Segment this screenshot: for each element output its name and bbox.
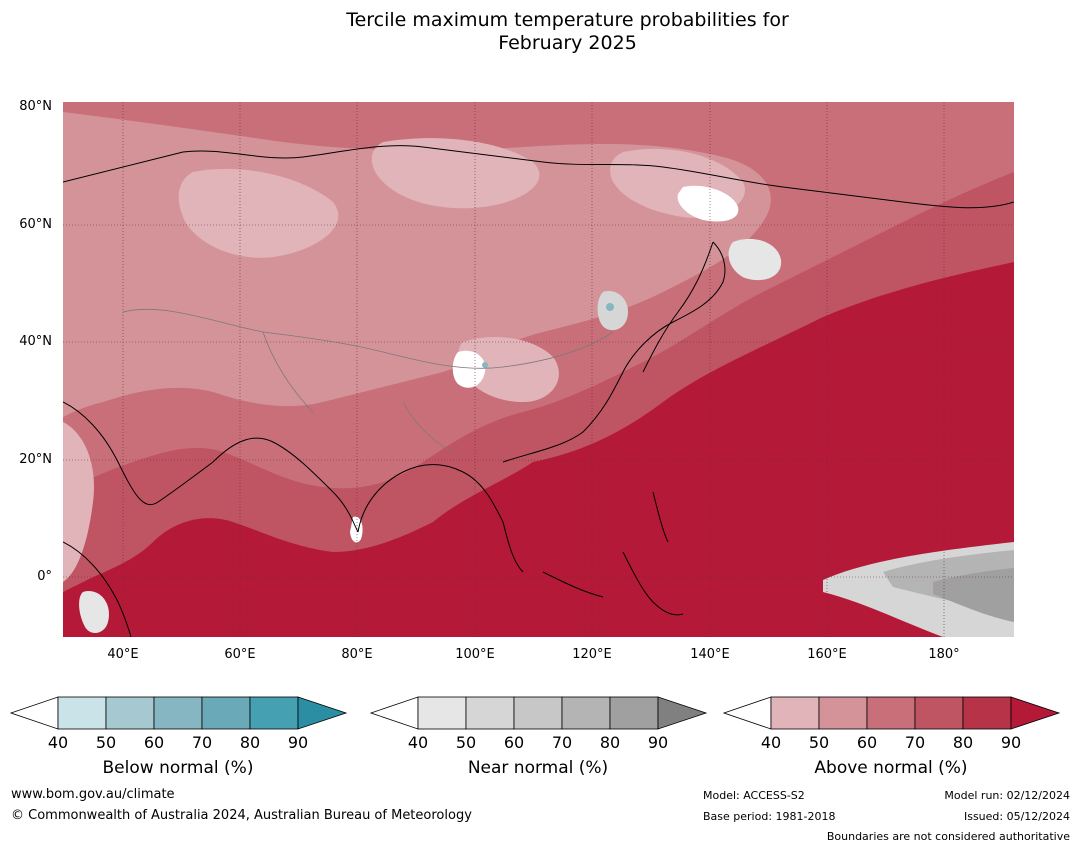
tick-near-70: 70: [551, 733, 573, 752]
lat-label-40n: 40°N: [19, 334, 52, 349]
map-canvas: [63, 102, 1014, 637]
tick-near-60: 60: [503, 733, 525, 752]
colorbar-high-extend-arrow: [657, 696, 708, 730]
lon-label-60e: 60°E: [224, 647, 256, 662]
footer-model-run: Model run: 02/12/2024: [944, 789, 1070, 802]
colorbar-title-above: Above normal (%): [814, 758, 968, 778]
tick-near-40: 40: [407, 733, 429, 752]
colorbar-swatch: [770, 696, 820, 730]
lat-label-60n: 60°N: [19, 217, 52, 232]
footer-base-period: Base period: 1981-2018: [703, 810, 836, 823]
title-line-1: Tercile maximum temperature probabilitie…: [346, 9, 789, 31]
colorbar-title-below: Below normal (%): [102, 758, 254, 778]
tick-below-90: 90: [287, 733, 309, 752]
tick-near-90: 90: [647, 733, 669, 752]
colorbar-below-swatches: [10, 696, 348, 730]
lon-label-100e: 100°E: [455, 647, 495, 662]
colorbar-low-extend-arrow: [370, 696, 419, 730]
tick-above-90: 90: [1000, 733, 1022, 752]
tick-below-50: 50: [95, 733, 117, 752]
footer-issued: Issued: 05/12/2024: [963, 810, 1070, 823]
colorbar-near-swatches: [370, 696, 708, 730]
lon-label-140e: 140°E: [690, 647, 730, 662]
colorbar-swatch: [153, 696, 203, 730]
colorbar-swatch: [866, 696, 916, 730]
tick-near-50: 50: [455, 733, 477, 752]
colorbar-above-swatches: [723, 696, 1061, 730]
footer-disclaimer: Boundaries are not considered authoritat…: [826, 830, 1070, 843]
tick-below-70: 70: [191, 733, 213, 752]
lat-label-0: 0°: [37, 569, 52, 584]
footer-model: Model: ACCESS-S2: [703, 789, 805, 802]
colorbar-swatch: [561, 696, 611, 730]
colorbar-swatch: [249, 696, 299, 730]
tick-below-40: 40: [47, 733, 69, 752]
lon-label-160e: 160°E: [807, 647, 847, 662]
colorbar-swatch: [105, 696, 155, 730]
title-line-2: February 2025: [498, 32, 637, 54]
colorbar-swatch: [201, 696, 251, 730]
tick-above-50: 50: [808, 733, 830, 752]
colorbar-swatch: [417, 696, 467, 730]
tick-below-80: 80: [239, 733, 261, 752]
colorbar-swatch: [914, 696, 964, 730]
tick-near-80: 80: [599, 733, 621, 752]
colorbar-high-extend-arrow: [1010, 696, 1061, 730]
tick-above-80: 80: [952, 733, 974, 752]
tick-below-60: 60: [143, 733, 165, 752]
lon-label-180: 180°: [928, 647, 960, 662]
tick-above-60: 60: [856, 733, 878, 752]
lat-label-80n: 80°N: [19, 99, 52, 114]
colorbar-swatch: [962, 696, 1012, 730]
tick-above-40: 40: [760, 733, 782, 752]
colorbar-below-normal: [10, 696, 348, 732]
colorbar-high-extend-arrow: [297, 696, 348, 730]
colorbar-swatch: [465, 696, 515, 730]
colorbar-above-normal: [723, 696, 1061, 732]
colorbar-near-normal: [370, 696, 708, 732]
probability-map[interactable]: [63, 102, 1014, 637]
map-title: Tercile maximum temperature probabilitie…: [0, 9, 1081, 55]
lon-label-120e: 120°E: [572, 647, 612, 662]
lon-label-40e: 40°E: [107, 647, 139, 662]
colorbar-swatch: [513, 696, 563, 730]
lat-label-20n: 20°N: [19, 452, 52, 467]
footer-copyright: © Commonwealth of Australia 2024, Austra…: [11, 808, 472, 823]
colorbar-swatch: [57, 696, 107, 730]
colorbar-low-extend-arrow: [10, 696, 59, 730]
footer-url[interactable]: www.bom.gov.au/climate: [11, 787, 175, 802]
colorbar-swatch: [818, 696, 868, 730]
colorbar-title-near: Near normal (%): [467, 758, 609, 778]
tick-above-70: 70: [904, 733, 926, 752]
lon-label-80e: 80°E: [341, 647, 373, 662]
colorbar-low-extend-arrow: [723, 696, 772, 730]
colorbar-swatch: [609, 696, 659, 730]
